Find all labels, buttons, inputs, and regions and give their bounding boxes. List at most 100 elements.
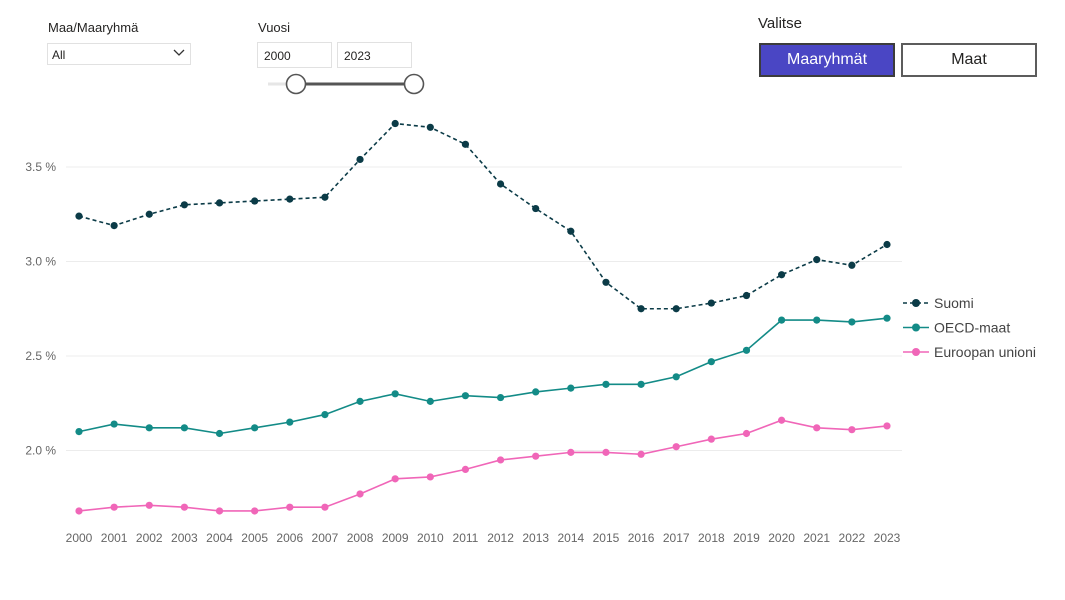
legend-item-suomi[interactable]: Suomi bbox=[903, 295, 974, 311]
data-point-euroopan-unioni[interactable] bbox=[813, 424, 821, 432]
data-point-suomi[interactable] bbox=[883, 240, 891, 249]
data-point-suomi[interactable] bbox=[496, 180, 505, 188]
data-point-suomi[interactable] bbox=[813, 256, 821, 264]
data-point-euroopan-unioni[interactable] bbox=[286, 503, 294, 511]
x-tick-label: 2008 bbox=[347, 531, 374, 545]
data-point-suomi[interactable] bbox=[286, 195, 294, 203]
data-point-suomi[interactable] bbox=[602, 278, 610, 286]
data-point-euroopan-unioni[interactable] bbox=[532, 452, 540, 460]
data-point-euroopan-unioni[interactable] bbox=[883, 422, 891, 430]
data-point-oecd-maat[interactable] bbox=[356, 397, 364, 405]
data-point-euroopan-unioni[interactable] bbox=[321, 503, 329, 511]
data-point-suomi[interactable] bbox=[215, 199, 224, 207]
data-point-euroopan-unioni[interactable] bbox=[215, 507, 224, 515]
data-point-euroopan-unioni[interactable] bbox=[356, 490, 364, 498]
maat-button[interactable]: Maat bbox=[901, 43, 1037, 77]
data-point-euroopan-unioni[interactable] bbox=[461, 465, 470, 473]
x-tick-label: 2003 bbox=[171, 531, 198, 545]
data-point-oecd-maat[interactable] bbox=[461, 392, 470, 400]
data-point-oecd-maat[interactable] bbox=[286, 418, 294, 426]
data-point-oecd-maat[interactable] bbox=[75, 428, 83, 436]
data-point-euroopan-unioni[interactable] bbox=[75, 507, 83, 515]
data-point-oecd-maat[interactable] bbox=[496, 393, 505, 402]
data-point-oecd-maat[interactable] bbox=[567, 384, 575, 392]
data-point-suomi[interactable] bbox=[145, 210, 153, 218]
data-point-oecd-maat[interactable] bbox=[742, 346, 751, 354]
data-point-suomi[interactable] bbox=[251, 197, 259, 205]
data-point-suomi[interactable] bbox=[742, 291, 751, 300]
data-point-suomi[interactable] bbox=[461, 140, 470, 148]
y-tick-label: 3.0 % bbox=[25, 255, 56, 269]
y-tick-label: 2.5 % bbox=[25, 349, 56, 363]
data-point-oecd-maat[interactable] bbox=[707, 358, 715, 366]
year-end-input[interactable]: 2023 bbox=[337, 42, 412, 68]
data-point-oecd-maat[interactable] bbox=[848, 318, 856, 326]
x-tick-label: 2009 bbox=[382, 531, 409, 545]
slider-handle-end[interactable] bbox=[403, 73, 425, 95]
data-point-suomi[interactable] bbox=[672, 305, 680, 313]
data-point-oecd-maat[interactable] bbox=[778, 316, 786, 324]
data-point-euroopan-unioni[interactable] bbox=[567, 448, 575, 456]
data-point-euroopan-unioni[interactable] bbox=[180, 503, 188, 511]
series-line-euroopan-unioni bbox=[78, 419, 888, 512]
data-point-oecd-maat[interactable] bbox=[321, 410, 329, 419]
data-point-oecd-maat[interactable] bbox=[391, 390, 399, 398]
data-point-oecd-maat[interactable] bbox=[145, 424, 153, 432]
data-point-suomi[interactable] bbox=[356, 155, 364, 164]
data-point-suomi[interactable] bbox=[707, 299, 715, 307]
data-point-suomi[interactable] bbox=[75, 212, 83, 220]
maaryhmat-button[interactable]: Maaryhmät bbox=[759, 43, 895, 77]
data-point-euroopan-unioni[interactable] bbox=[848, 426, 856, 434]
series-oecd-maat bbox=[75, 314, 891, 438]
data-point-oecd-maat[interactable] bbox=[215, 429, 224, 438]
data-point-oecd-maat[interactable] bbox=[637, 380, 645, 388]
data-point-suomi[interactable] bbox=[567, 227, 575, 235]
data-point-euroopan-unioni[interactable] bbox=[637, 450, 645, 458]
legend-label: OECD-maat bbox=[934, 320, 1010, 336]
x-tick-label: 2015 bbox=[593, 531, 620, 545]
data-point-euroopan-unioni[interactable] bbox=[602, 448, 610, 456]
data-point-euroopan-unioni[interactable] bbox=[110, 503, 118, 511]
data-point-oecd-maat[interactable] bbox=[426, 397, 434, 405]
data-point-oecd-maat[interactable] bbox=[251, 424, 259, 432]
x-tick-label: 2000 bbox=[66, 531, 93, 545]
data-point-suomi[interactable] bbox=[426, 123, 434, 131]
x-tick-label: 2012 bbox=[487, 531, 514, 545]
data-point-oecd-maat[interactable] bbox=[602, 380, 610, 388]
data-point-suomi[interactable] bbox=[180, 201, 188, 209]
data-point-euroopan-unioni[interactable] bbox=[145, 501, 153, 509]
data-point-oecd-maat[interactable] bbox=[672, 373, 680, 381]
country-dropdown[interactable]: All bbox=[47, 43, 191, 65]
data-point-euroopan-unioni[interactable] bbox=[778, 416, 786, 424]
data-point-suomi[interactable] bbox=[848, 261, 856, 269]
data-point-euroopan-unioni[interactable] bbox=[391, 475, 399, 483]
data-point-oecd-maat[interactable] bbox=[110, 420, 118, 428]
data-point-euroopan-unioni[interactable] bbox=[672, 443, 680, 451]
data-point-suomi[interactable] bbox=[637, 305, 645, 313]
data-point-euroopan-unioni[interactable] bbox=[707, 435, 715, 443]
legend-item-euroopan-unioni[interactable]: Euroopan unioni bbox=[903, 344, 1036, 360]
data-point-euroopan-unioni[interactable] bbox=[426, 473, 434, 481]
slider-handle-start[interactable] bbox=[285, 73, 307, 95]
x-tick-label: 2021 bbox=[803, 531, 830, 545]
data-point-suomi[interactable] bbox=[778, 271, 786, 279]
year-start-input[interactable]: 2000 bbox=[257, 42, 332, 68]
data-point-suomi[interactable] bbox=[321, 193, 329, 201]
x-tick-label: 2014 bbox=[557, 531, 584, 545]
data-point-oecd-maat[interactable] bbox=[532, 388, 540, 396]
data-point-oecd-maat[interactable] bbox=[813, 316, 821, 324]
x-axis-ticks: 2000 2001 2002 2003 2004 2005 2006 2007 2008 2009… bbox=[66, 531, 901, 545]
x-tick-label: 2013 bbox=[522, 531, 549, 545]
year-range-slider[interactable] bbox=[260, 70, 435, 100]
data-point-euroopan-unioni[interactable] bbox=[742, 429, 751, 438]
data-point-euroopan-unioni[interactable] bbox=[496, 456, 505, 464]
data-point-suomi[interactable] bbox=[532, 204, 540, 213]
data-point-oecd-maat[interactable] bbox=[180, 424, 188, 432]
data-point-oecd-maat[interactable] bbox=[883, 314, 891, 322]
legend-item-oecd-maat[interactable]: OECD-maat bbox=[903, 320, 1010, 336]
chart-series bbox=[75, 119, 891, 515]
data-point-euroopan-unioni[interactable] bbox=[251, 507, 259, 515]
data-point-suomi[interactable] bbox=[391, 119, 399, 128]
data-point-suomi[interactable] bbox=[110, 221, 118, 230]
